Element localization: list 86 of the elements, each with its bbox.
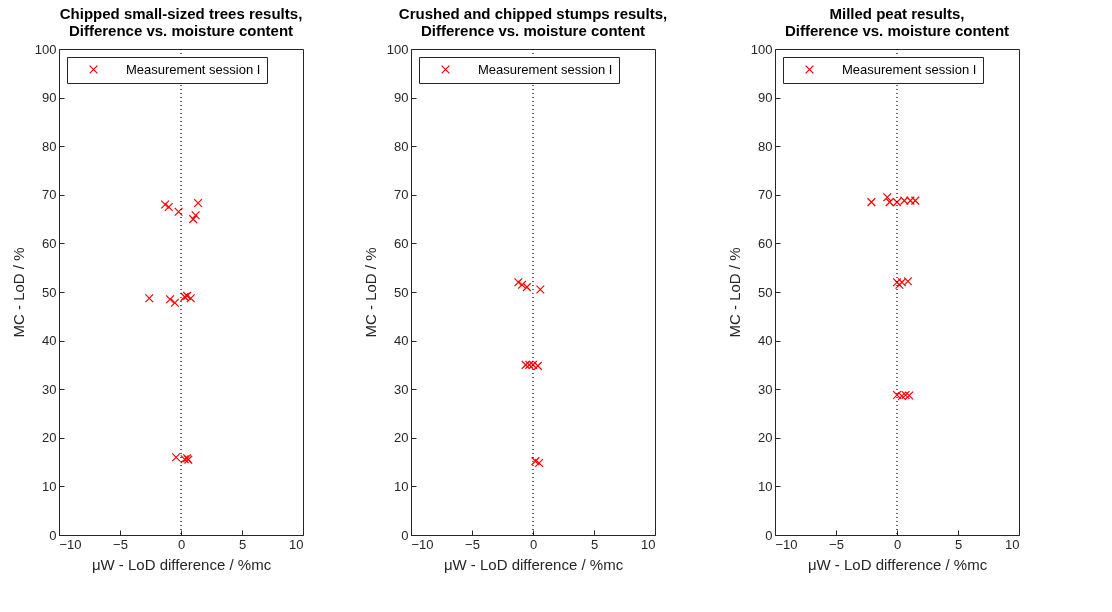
point [517, 280, 527, 290]
x-tick-label: 0 [893, 536, 902, 552]
point [892, 197, 902, 207]
x-tick-label: 5 [238, 536, 247, 552]
point [186, 293, 196, 303]
point [174, 207, 184, 217]
y-tick-label: 40 [758, 333, 773, 349]
x-tick-label: −5 [465, 536, 480, 552]
y-tick-label: 70 [394, 187, 409, 203]
point [188, 214, 198, 224]
x-tick-label: −5 [113, 536, 128, 552]
point [191, 210, 201, 220]
chart-title: Crushed and chipped stumps results, Difference vs. moisture content [398, 5, 668, 39]
y-tick-label: 40 [42, 333, 57, 349]
point [892, 390, 902, 400]
y-tick-label: 90 [758, 90, 773, 106]
y-tick-label: 100 [34, 41, 57, 57]
y-tick-label: 30 [758, 381, 773, 397]
legend-label: Measurement session I [478, 61, 613, 77]
chart-title: Milled peat results, Difference vs. moisture content [784, 5, 1010, 39]
y-tick-label: 30 [42, 381, 57, 397]
point [164, 202, 174, 212]
y-tick-label: 60 [42, 235, 57, 251]
x-tick-label: 5 [590, 536, 599, 552]
x-tick-label: 10 [641, 536, 656, 552]
y-tick-label: 80 [758, 138, 773, 154]
point [899, 196, 909, 206]
point [534, 458, 544, 468]
y-tick-label: 70 [42, 187, 57, 203]
y-tick-label: 70 [758, 187, 773, 203]
y-tick-label: 80 [42, 138, 57, 154]
y-tick-label: 10 [758, 478, 773, 494]
point [535, 285, 545, 295]
point [897, 391, 907, 401]
y-axis-title: MC - LoD / % [725, 247, 743, 338]
y-tick-label: 30 [394, 381, 409, 397]
y-tick-label: 20 [394, 430, 409, 446]
y-tick-label: 60 [758, 235, 773, 251]
legend-label: Measurement session I [842, 61, 977, 77]
point [171, 452, 181, 462]
y-axis-title: MC - LoD / % [361, 247, 379, 338]
y-tick-label: 50 [42, 284, 57, 300]
point [866, 197, 876, 207]
x-tick-label: 10 [289, 536, 304, 552]
x-axis-title: μW - LoD difference / %mc [443, 555, 624, 573]
point [193, 198, 203, 208]
y-tick-label: 100 [386, 41, 409, 57]
y-tick-label: 10 [394, 478, 409, 494]
point [885, 197, 895, 207]
point [144, 293, 154, 303]
x-tick-label: 0 [529, 536, 538, 552]
y-tick-label: 90 [394, 90, 409, 106]
point [530, 456, 540, 466]
y-tick-label: 20 [42, 430, 57, 446]
y-tick-label: 40 [394, 333, 409, 349]
x-tick-label: −10 [775, 536, 798, 552]
y-tick-label: 20 [758, 430, 773, 446]
y-tick-label: 80 [394, 138, 409, 154]
point [905, 196, 915, 206]
x-tick-label: −10 [59, 536, 82, 552]
y-tick-label: 10 [42, 478, 57, 494]
y-tick-label: 90 [42, 90, 57, 106]
x-tick-label: −5 [829, 536, 844, 552]
y-tick-label: 60 [394, 235, 409, 251]
x-tick-label: −10 [411, 536, 434, 552]
point [513, 277, 523, 287]
y-tick-label: 50 [758, 284, 773, 300]
x-tick-label: 5 [954, 536, 963, 552]
point [533, 361, 543, 371]
point [170, 298, 180, 308]
x-tick-label: 10 [1005, 536, 1020, 552]
point [160, 200, 170, 209]
legend-label: Measurement session I [126, 61, 261, 77]
x-axis-title: μW - LoD difference / %mc [807, 555, 988, 573]
x-axis-title: μW - LoD difference / %mc [91, 555, 272, 573]
y-axis-title: MC - LoD / % [9, 247, 27, 338]
point [903, 276, 913, 286]
point [522, 282, 532, 292]
y-tick-label: 100 [750, 41, 773, 57]
point [165, 294, 175, 304]
point [528, 360, 538, 370]
point [910, 196, 920, 206]
y-tick-label: 50 [394, 284, 409, 300]
chart-title: Chipped small-sized trees results, Difference vs. moisture content [59, 5, 303, 39]
point [882, 192, 892, 202]
x-tick-label: 0 [177, 536, 186, 552]
